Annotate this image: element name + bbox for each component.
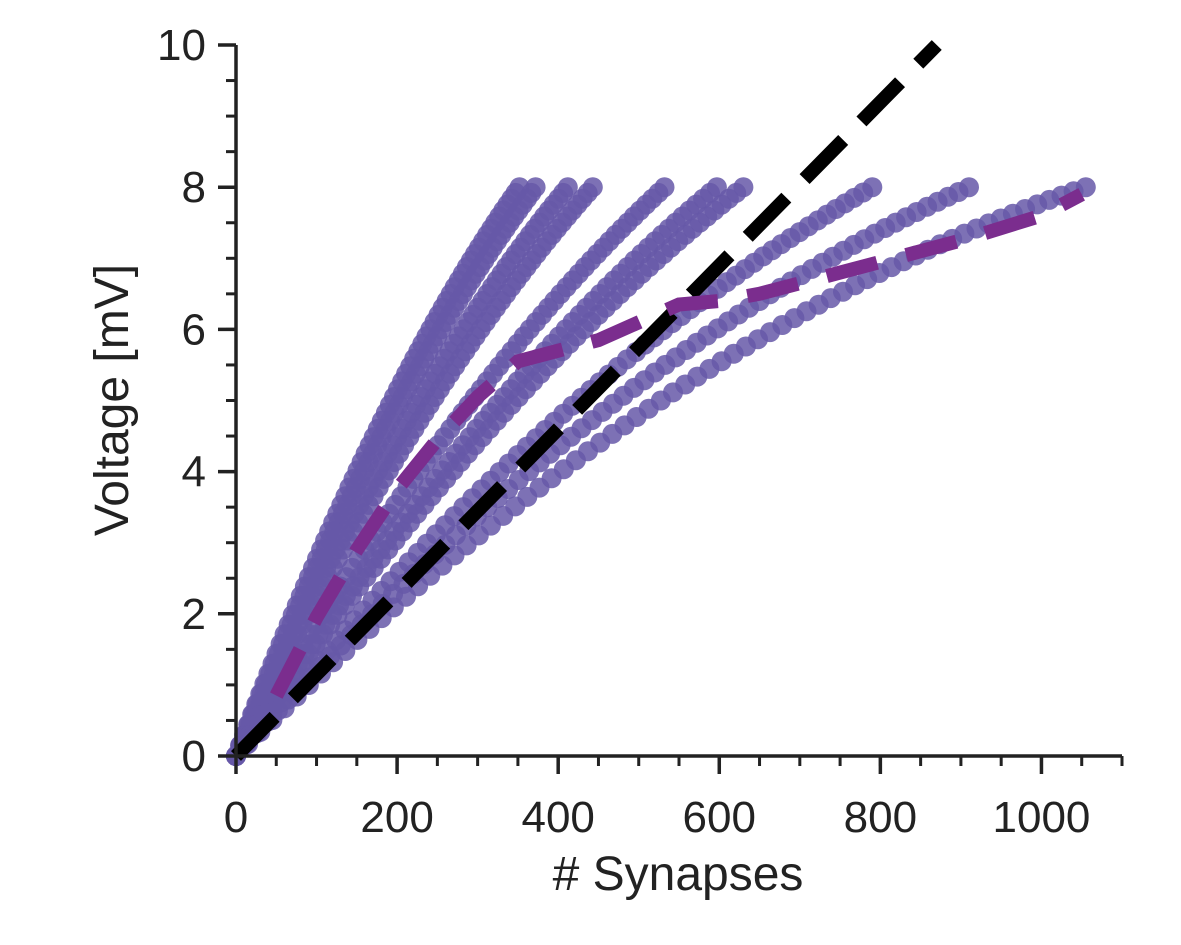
y-axis-label: Voltage [mV] xyxy=(86,264,139,536)
lines-group xyxy=(231,40,1085,761)
scatter-point xyxy=(862,177,883,198)
x-axis-label: # Synapses xyxy=(553,848,804,901)
scatter-point xyxy=(733,177,754,198)
x-tick-label: 600 xyxy=(683,793,756,842)
scatter-points-group xyxy=(226,177,1096,766)
scatter-point xyxy=(654,177,675,198)
x-tick-label: 0 xyxy=(224,793,248,842)
mean-dashed-line xyxy=(270,188,1085,699)
y-tick-label: 10 xyxy=(157,21,206,70)
y-tick-label: 2 xyxy=(182,590,206,639)
x-tick-label: 200 xyxy=(360,793,433,842)
scatter-point xyxy=(525,177,546,198)
scatter-series-4 xyxy=(226,177,603,766)
x-tick-label: 800 xyxy=(844,793,917,842)
scatter-point xyxy=(557,177,578,198)
scatter-series-10 xyxy=(226,177,1096,766)
x-tick-label: 400 xyxy=(521,793,594,842)
scatter-point xyxy=(1075,177,1096,198)
y-tick-label: 0 xyxy=(182,732,206,781)
x-tick-label: 1000 xyxy=(993,793,1091,842)
y-tick-label: 8 xyxy=(182,163,206,212)
scatter-point xyxy=(582,177,603,198)
y-tick-label: 4 xyxy=(182,448,206,497)
axes-group: 0 200 400 600 800 1000 0 2 4 6 8 10 xyxy=(157,21,1124,842)
y-tick-label: 6 xyxy=(182,305,206,354)
reference-dashed-line xyxy=(231,40,942,761)
scatter-point xyxy=(959,177,979,198)
